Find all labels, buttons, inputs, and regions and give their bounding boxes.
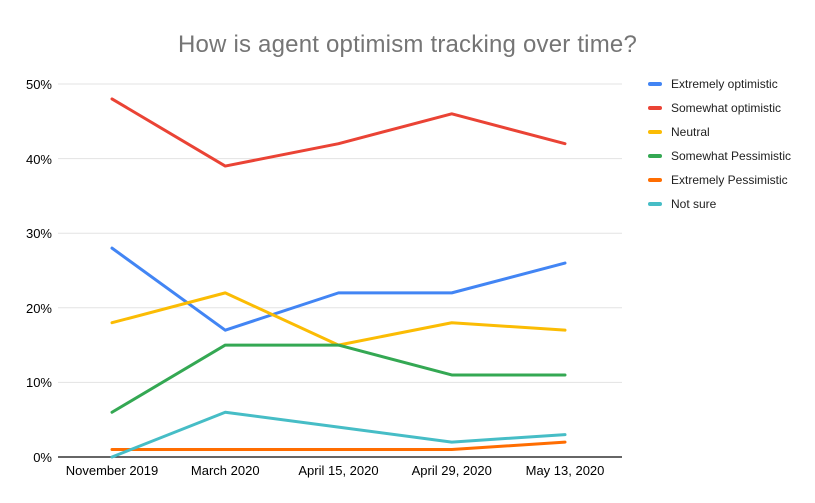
legend-swatch-icon (648, 178, 662, 182)
series-line-extremely-pessimistic (110, 440, 567, 452)
legend-label: Not sure (671, 197, 717, 211)
x-tick-label: May 13, 2020 (525, 463, 605, 478)
legend-item-somewhat-optimistic: Somewhat optimistic (648, 96, 791, 120)
x-tick-label: November 2019 (65, 463, 159, 478)
y-tick-label: 50% (25, 77, 52, 92)
legend-label: Extremely optimistic (671, 77, 778, 91)
legend-swatch-icon (648, 82, 662, 86)
legend-label: Somewhat Pessimistic (671, 149, 792, 163)
x-tick-label: March 2020 (190, 463, 260, 478)
legend-swatch-icon (648, 202, 662, 206)
y-tick-label: 10% (25, 375, 52, 391)
legend-item-neutral: Neutral (648, 120, 791, 144)
y-tick-label: 40% (25, 151, 52, 167)
x-tick-label: April 29, 2020 (411, 463, 492, 478)
legend-label: Extremely Pessimistic (671, 173, 788, 187)
series-line-somewhat-optimistic (110, 97, 567, 168)
y-tick-label: 0% (33, 450, 52, 465)
legend-item-somewhat-pessimistic: Somewhat Pessimistic (648, 144, 791, 168)
legend-label: Somewhat optimistic (671, 101, 782, 115)
y-tick-label: 30% (25, 226, 52, 242)
legend-item-not-sure: Not sure (648, 192, 791, 216)
legend-swatch-icon (648, 130, 662, 134)
chart-title: How is agent optimism tracking over time… (177, 31, 638, 58)
series-line-not-sure (110, 410, 567, 459)
legend-item-extremely-pessimistic: Extremely Pessimistic (648, 168, 791, 192)
legend-swatch-icon (648, 106, 662, 110)
series-line-somewhat-pessimistic (110, 343, 567, 414)
legend: Extremely optimistic Somewhat optimistic N… (648, 72, 791, 216)
x-tick-label: April 15, 2020 (298, 463, 379, 478)
legend-label: Neutral (671, 125, 710, 139)
series-line-extremely-optimistic (110, 246, 567, 332)
legend-swatch-icon (648, 154, 662, 158)
y-tick-label: 20% (25, 300, 52, 316)
legend-item-extremely-optimistic: Extremely optimistic (648, 72, 791, 96)
series-line-neutral (110, 291, 567, 347)
